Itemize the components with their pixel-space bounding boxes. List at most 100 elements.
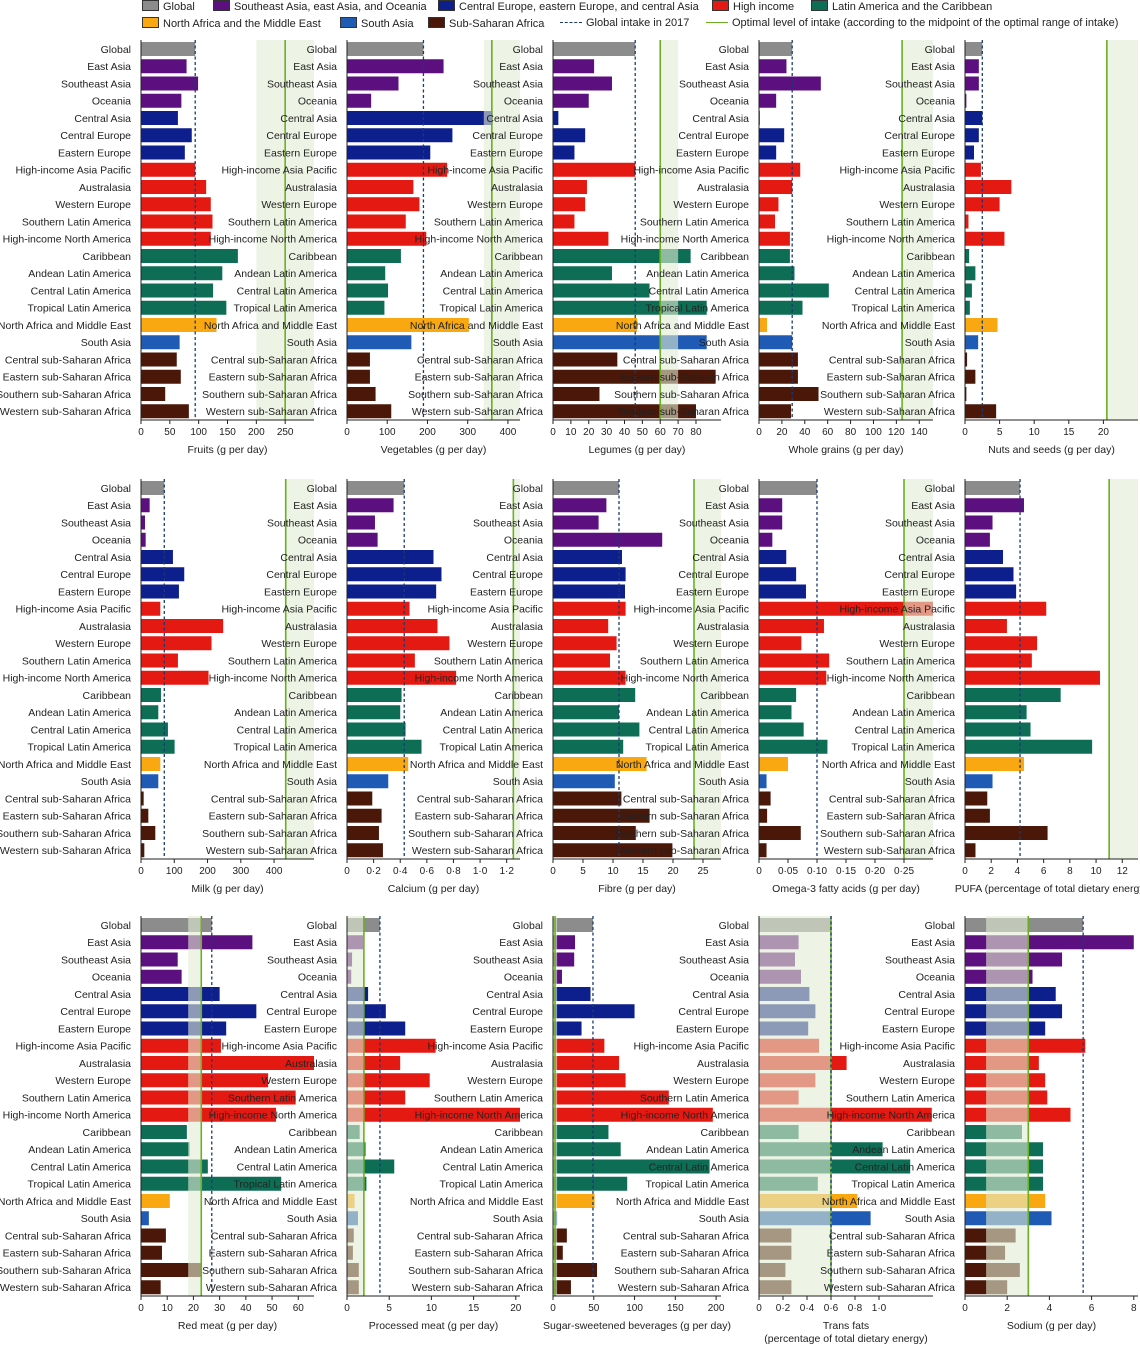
chart-6-bar [141,619,224,633]
chart-6-bar [141,532,146,547]
chart-12-x-label: Processed meat (g per day) [369,1320,499,1332]
chart-2-region-label: Central Latin America [237,285,338,297]
chart-11-bar [141,969,182,984]
chart-6-region-label: Western sub-Saharan Africa [0,845,131,857]
chart-6: Global East Asia Southeast Asia Oceania Cent… [0,479,314,895]
chart-15-tick-label: 8 [1131,1303,1137,1314]
chart-15-region-label: High-income North America [827,1110,956,1122]
chart-10-bar [965,550,1004,564]
chart-5-bar [965,93,967,108]
legend-item-seea: Southeast Asia, east Asia, and Oceania [213,0,427,14]
chart-8-region-label: Southeast Asia [473,517,543,529]
chart-9-tick-label: 0·10 [807,866,827,877]
chart-2-bar [347,249,401,263]
chart-11-bar [141,1038,221,1053]
chart-11-bar [141,1211,149,1226]
chart-1-region-label: Eastern Europe [58,147,131,159]
chart-6-region-label: Southeast Asia [61,517,131,529]
chart-5-bar [965,231,1005,246]
chart-3-bar [553,42,636,56]
chart-1-region-label: North Africa and Middle East [0,320,131,332]
chart-9-bar [759,826,801,840]
chart-5-bar [965,42,983,56]
chart-11-region-label: Andean Latin America [28,1144,131,1156]
chart-2-bar [347,369,370,384]
chart-1-region-label: Eastern sub-Saharan Africa [3,372,132,384]
chart-13-region-label: Eastern Europe [470,1023,543,1035]
chart-2-bar [347,335,412,350]
chart-9-tick-label: 0·25 [894,866,914,877]
chart-12-region-label: Southeast Asia [267,954,337,966]
chart-8-region-label: Oceania [504,535,543,547]
chart-6-region-label: Southern Latin America [22,655,131,667]
chart-2-bar [347,283,389,298]
chart-13-region-label: Tropical Latin America [440,1179,544,1191]
chart-7-optimal-range [513,479,520,859]
chart-4-region-label: South Asia [699,337,749,349]
chart-9-tick-label: 0·20 [865,866,885,877]
chart-7-region-label: Western Europe [261,638,337,650]
chart-13-x-label: Sugar-sweetened beverages (g per day) [543,1320,731,1332]
chart-10-region-label: South Asia [905,776,955,788]
chart-3-bar [553,387,600,401]
chart-6-x-label: Milk (g per day) [191,883,263,895]
chart-7-tick-label: 0·8 [446,866,461,877]
chart-9-region-label: High-income North America [621,673,750,685]
chart-15-region-label: North Africa and Middle East [822,1196,955,1208]
chart-6-bar [141,670,209,685]
chart-2-bar [347,93,372,108]
chart-7-region-label: Central Europe [266,569,337,581]
chart-2-region-label: Western Europe [261,199,337,211]
legend-item-nam: North Africa and the Middle East [142,17,321,31]
chart-6-bar [141,567,185,582]
legend-label-hi: High income [733,1,795,13]
chart-6-region-label: Eastern sub-Saharan Africa [3,811,132,823]
chart-11: Global East Asia Southeast Asia Oceania Cent… [0,916,314,1332]
chart-3-bar [553,283,650,298]
chart-4-bar [759,231,790,246]
chart-10-region-label: East Asia [911,500,955,512]
chart-10-bar [965,739,1093,754]
chart-11-bar [141,1280,161,1295]
chart-15-tick-label: 6 [1089,1303,1095,1314]
chart-14-tick-label: 0 [756,1303,762,1314]
chart-3-tick-label: 50 [637,427,649,438]
chart-3-region-label: South Asia [493,337,543,349]
chart-8-bar [553,498,607,513]
chart-12-tick-label: 10 [426,1303,438,1314]
chart-1-region-label: Central Latin America [31,285,132,297]
chart-8-region-label: South Asia [493,776,543,788]
chart-10-region-label: Andean Latin America [852,707,955,719]
chart-6-bar [141,688,161,702]
chart-3-bar [553,197,586,212]
chart-12-region-label: Eastern sub-Saharan Africa [209,1248,338,1260]
chart-3-region-label: Caribbean [495,251,544,263]
chart-10-bar [965,826,1048,840]
chart-7-tick-label: 0·4 [393,866,408,877]
chart-3-region-label: Australasia [491,182,543,194]
chart-11-region-label: Caribbean [83,1127,132,1139]
chart-8-region-label: Central Asia [486,552,543,564]
chart-11-region-label: Central Asia [74,989,131,1001]
chart-2-bar [347,404,392,419]
chart-13-bar [553,1021,582,1036]
chart-15-region-label: Central Asia [898,989,955,1001]
chart-4-bar [759,128,785,143]
chart-13-region-label: Australasia [491,1058,543,1070]
chart-10-region-label: Southeast Asia [885,517,955,529]
chart-6-bar [141,843,145,858]
chart-12-tick-label: 15 [468,1303,480,1314]
chart-1-tick-label: 100 [190,427,207,438]
chart-3-tick-label: 20 [583,427,595,438]
chart-11-region-label: Eastern Europe [58,1023,131,1035]
chart-13-bar [553,1245,563,1260]
chart-11-tick-label: 60 [293,1303,305,1314]
chart-6-bar [141,826,156,840]
chart-11-region-label: Western Europe [55,1075,131,1087]
chart-4-region-label: Oceania [710,96,749,108]
chart-10-region-label: Oceania [916,535,955,547]
chart-2-bar [347,352,370,367]
chart-6-tick-label: 400 [266,866,283,877]
chart-8-bar [553,808,650,823]
chart-3-region-label: Central Asia [486,113,543,125]
